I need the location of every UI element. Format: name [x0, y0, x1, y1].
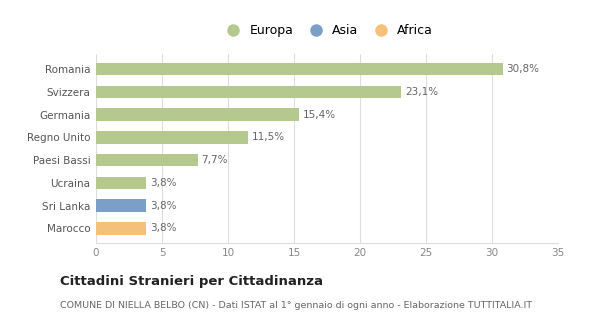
- Legend: Europa, Asia, Africa: Europa, Asia, Africa: [216, 19, 438, 42]
- Text: Cittadini Stranieri per Cittadinanza: Cittadini Stranieri per Cittadinanza: [60, 275, 323, 288]
- Bar: [96, 86, 401, 98]
- Text: 30,8%: 30,8%: [506, 64, 539, 74]
- Bar: [96, 154, 197, 166]
- Text: 3,8%: 3,8%: [150, 223, 176, 233]
- Bar: [96, 108, 299, 121]
- Bar: [96, 222, 146, 235]
- Text: 7,7%: 7,7%: [202, 155, 228, 165]
- Bar: [96, 63, 503, 76]
- Text: 11,5%: 11,5%: [252, 132, 285, 142]
- Bar: [96, 177, 146, 189]
- Text: 23,1%: 23,1%: [405, 87, 438, 97]
- Bar: [96, 131, 248, 144]
- Bar: [96, 199, 146, 212]
- Text: 15,4%: 15,4%: [303, 110, 337, 120]
- Text: COMUNE DI NIELLA BELBO (CN) - Dati ISTAT al 1° gennaio di ogni anno - Elaborazio: COMUNE DI NIELLA BELBO (CN) - Dati ISTAT…: [60, 301, 532, 310]
- Text: 3,8%: 3,8%: [150, 178, 176, 188]
- Text: 3,8%: 3,8%: [150, 201, 176, 211]
